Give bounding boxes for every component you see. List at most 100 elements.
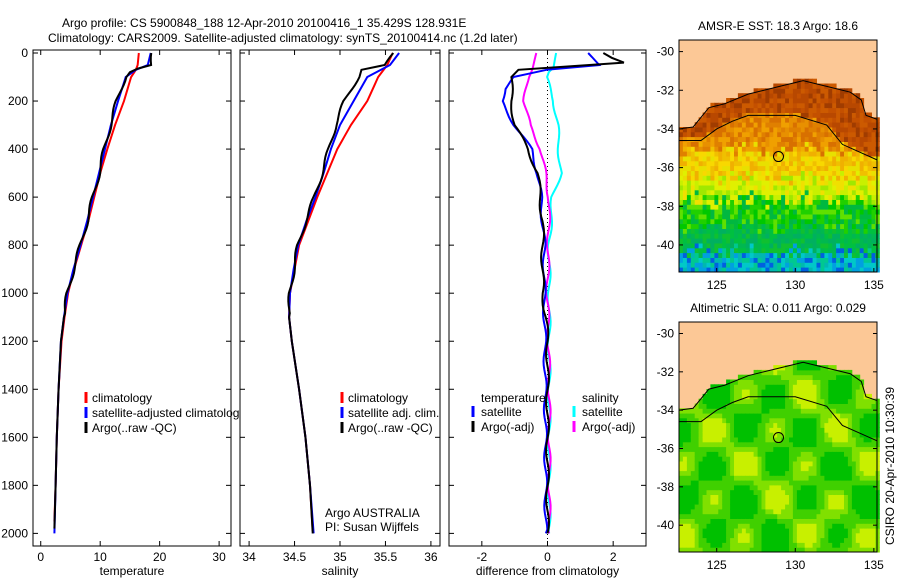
heatmap-cell <box>804 432 810 438</box>
heatmap-cell <box>871 170 876 176</box>
x-tick-label: 130 <box>785 558 805 572</box>
heatmap-cell <box>851 93 857 99</box>
legend-label: climatology <box>348 391 408 405</box>
heatmap-cell <box>714 175 719 181</box>
heatmap-cell <box>836 432 841 438</box>
heatmap-cell <box>737 465 743 472</box>
heatmap-cell <box>824 369 829 376</box>
figure-title-line1: Argo profile: CS 5900848_188 12-Apr-2010… <box>62 16 466 30</box>
heatmap-cell <box>726 489 731 495</box>
heatmap-cell <box>875 408 880 414</box>
heatmap-cell <box>730 523 735 529</box>
heatmap-cell <box>855 451 861 457</box>
heatmap-cell <box>734 389 739 395</box>
heatmap-cell <box>706 189 711 196</box>
heatmap-cell <box>785 102 790 109</box>
heatmap-cell <box>749 194 755 200</box>
heatmap-cell <box>694 513 700 519</box>
heatmap-cell <box>741 223 747 229</box>
heatmap-cell <box>769 542 774 548</box>
heatmap-cell <box>816 247 821 254</box>
heatmap-cell <box>800 480 806 486</box>
heatmap-cell <box>832 432 837 438</box>
heatmap-cell <box>847 252 853 258</box>
heatmap-cell <box>844 204 849 210</box>
heatmap-cell <box>863 189 868 196</box>
heatmap-cell <box>824 243 829 249</box>
heatmap-cell <box>828 257 833 263</box>
heatmap-cell <box>686 480 692 486</box>
heatmap-cell <box>698 218 703 225</box>
y-tick-label: 1400 <box>1 382 28 396</box>
heatmap-cell <box>867 122 872 128</box>
heatmap-cell <box>871 499 876 505</box>
heatmap-cell <box>804 98 810 104</box>
heatmap-cell <box>765 532 770 539</box>
heatmap-cell <box>714 542 719 548</box>
heatmap-cell <box>796 102 802 109</box>
heatmap-cell <box>840 451 845 457</box>
heatmap-cell <box>859 461 865 467</box>
heatmap-cell <box>828 228 833 234</box>
heatmap-cell <box>679 413 684 419</box>
heatmap-cell <box>737 214 743 220</box>
heatmap-cell <box>702 156 707 162</box>
heatmap-cell <box>749 437 755 443</box>
heatmap-cell <box>718 127 723 133</box>
heatmap-cell <box>792 262 798 268</box>
heatmap-cell <box>710 122 715 128</box>
heatmap-cell <box>706 223 711 229</box>
heatmap-cell <box>816 238 821 244</box>
heatmap-cell <box>804 374 810 380</box>
heatmap-cell <box>828 480 833 486</box>
heatmap-cell <box>800 398 806 404</box>
heatmap-cell <box>820 532 825 539</box>
heatmap-cell <box>761 127 766 133</box>
heatmap-cell <box>812 122 817 128</box>
heatmap-cell <box>785 243 790 249</box>
heatmap-cell <box>820 461 825 467</box>
heatmap-cell <box>761 413 766 419</box>
heatmap-cell <box>679 156 684 162</box>
heatmap-cell <box>749 489 755 495</box>
heatmap-cell <box>749 189 755 196</box>
heatmap-cell <box>800 267 806 273</box>
heatmap-cell <box>745 170 751 176</box>
heatmap-cell <box>773 518 778 524</box>
heatmap-cell <box>702 257 707 263</box>
heatmap-cell <box>730 252 735 258</box>
heatmap-cell <box>734 102 739 109</box>
heatmap-cell <box>875 165 880 171</box>
heatmap-cell <box>796 513 802 519</box>
heatmap-cell <box>773 247 778 254</box>
heatmap-cell <box>804 393 810 400</box>
heatmap-cell <box>859 209 865 215</box>
y-tick-label: 1200 <box>1 334 28 348</box>
heatmap-cell <box>820 199 825 205</box>
heatmap-cell <box>741 484 747 491</box>
heatmap-cell <box>718 175 723 181</box>
heatmap-cell <box>824 194 829 200</box>
heatmap-cell <box>741 243 747 249</box>
heatmap-cell <box>796 369 802 376</box>
heatmap-cell <box>773 233 778 239</box>
heatmap-cell <box>789 209 794 215</box>
heatmap-cell <box>753 537 758 543</box>
heatmap-cell <box>706 504 711 510</box>
heatmap-cell <box>734 523 739 529</box>
heatmap-cell <box>777 160 782 167</box>
heatmap-cell <box>698 194 703 200</box>
x-tick-label: 135 <box>864 558 884 572</box>
heatmap-cell <box>714 413 719 419</box>
heatmap-cell <box>702 189 707 196</box>
heatmap-cell <box>804 398 810 404</box>
heatmap-cell <box>820 446 825 452</box>
heatmap-cell <box>824 146 829 152</box>
heatmap-cell <box>800 499 806 505</box>
heatmap-cell <box>828 267 833 273</box>
heatmap-cell <box>690 262 696 268</box>
heatmap-cell <box>800 136 806 142</box>
heatmap-cell <box>824 112 829 118</box>
heatmap-cell <box>690 180 696 186</box>
heatmap-cell <box>792 437 798 443</box>
